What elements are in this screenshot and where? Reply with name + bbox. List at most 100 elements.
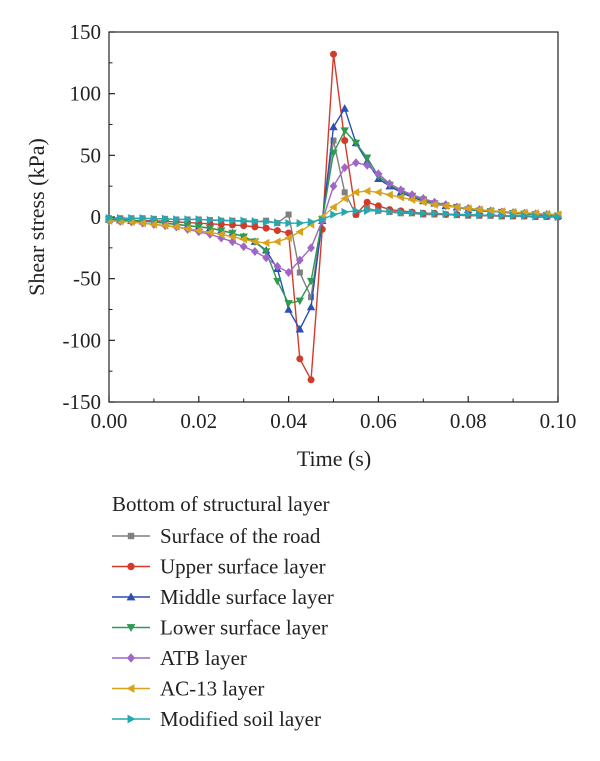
- y-tick-label: 100: [70, 82, 102, 106]
- legend-entry: AC-13 layer: [112, 677, 264, 701]
- series-6: [105, 206, 563, 228]
- legend-swatch-marker: [126, 624, 136, 633]
- data-point: [430, 200, 438, 209]
- data-point: [228, 232, 236, 241]
- data-point: [330, 137, 337, 144]
- data-point: [408, 208, 417, 217]
- data-point: [161, 214, 170, 224]
- y-tick-label: 150: [70, 20, 102, 44]
- legend-label: Middle surface layer: [160, 585, 334, 609]
- data-point: [375, 206, 383, 216]
- data-point: [330, 210, 338, 219]
- data-point: [250, 237, 259, 246]
- data-point: [160, 221, 169, 230]
- legend-entry: ATB layer: [112, 646, 247, 670]
- data-point: [396, 185, 405, 195]
- y-tick-label: -50: [73, 267, 101, 291]
- legend-label: Upper surface layer: [160, 555, 326, 579]
- x-tick-label: 0.04: [270, 409, 307, 433]
- y-axis-label: Shear stress (kPa): [24, 138, 49, 296]
- data-point: [452, 202, 461, 212]
- x-tick-label: 0.02: [180, 409, 217, 433]
- data-point: [105, 214, 114, 223]
- data-point: [329, 122, 338, 131]
- data-point: [329, 181, 338, 191]
- data-point: [139, 214, 147, 223]
- data-point: [295, 255, 304, 265]
- data-point: [351, 188, 360, 197]
- data-point: [273, 237, 281, 246]
- data-point: [431, 209, 439, 218]
- data-point: [363, 198, 371, 206]
- data-point: [296, 218, 305, 228]
- data-point: [274, 218, 282, 227]
- legend-entry: Lower surface layer: [112, 616, 328, 640]
- data-point: [240, 216, 248, 225]
- data-point: [273, 277, 282, 286]
- data-point: [262, 217, 271, 227]
- data-point: [296, 355, 304, 363]
- series-5: [104, 186, 562, 248]
- data-point: [397, 207, 406, 217]
- data-point: [273, 227, 281, 235]
- data-point: [205, 228, 214, 237]
- x-tick-label: 0.06: [360, 409, 397, 433]
- data-point: [251, 247, 259, 257]
- y-tick-label: -150: [63, 390, 102, 414]
- data-point: [385, 190, 393, 199]
- data-point: [307, 376, 315, 384]
- data-point: [308, 294, 315, 301]
- data-point: [195, 215, 204, 224]
- data-point: [407, 195, 416, 204]
- data-point: [464, 210, 473, 219]
- legend-entry: Modified soil layer: [112, 707, 321, 731]
- data-point: [173, 215, 181, 224]
- data-point: [206, 215, 215, 225]
- data-point: [205, 224, 215, 233]
- data-point: [216, 230, 225, 239]
- data-point: [374, 169, 383, 179]
- data-point: [340, 104, 349, 112]
- data-point: [150, 214, 159, 224]
- data-point: [509, 211, 518, 220]
- legend-swatch-marker: [127, 562, 135, 571]
- data-point: [273, 261, 282, 271]
- data-point: [475, 205, 483, 214]
- data-point: [285, 211, 292, 218]
- data-point: [194, 226, 203, 235]
- x-axis-label: Time (s): [297, 446, 371, 471]
- legend-label: AC-13 layer: [160, 677, 264, 701]
- data-point: [307, 217, 316, 227]
- data-point: [340, 163, 349, 173]
- data-point: [319, 215, 327, 224]
- data-point: [532, 212, 540, 221]
- data-point: [386, 207, 394, 216]
- y-tick-label: 0: [91, 205, 102, 229]
- data-point: [363, 206, 372, 216]
- data-point: [543, 212, 552, 221]
- data-point: [218, 215, 226, 225]
- data-point: [307, 243, 315, 253]
- data-point: [374, 188, 382, 197]
- data-point: [420, 209, 428, 218]
- data-point: [419, 198, 427, 207]
- data-point: [306, 277, 316, 286]
- data-point: [487, 210, 495, 220]
- data-point: [262, 224, 270, 232]
- data-point: [128, 214, 136, 223]
- data-point: [329, 50, 337, 58]
- data-point: [351, 139, 361, 148]
- data-point: [341, 189, 348, 196]
- data-point: [441, 201, 449, 211]
- data-point: [184, 215, 192, 224]
- data-point: [229, 216, 237, 225]
- data-point: [521, 211, 529, 220]
- data-point: [116, 214, 125, 223]
- y-tick-label: 50: [80, 143, 101, 167]
- legend-entry: Surface of the road: [112, 524, 321, 548]
- x-tick-label: 0.10: [540, 409, 577, 433]
- data-point: [442, 209, 451, 219]
- data-point: [285, 218, 293, 228]
- data-point: [476, 210, 484, 220]
